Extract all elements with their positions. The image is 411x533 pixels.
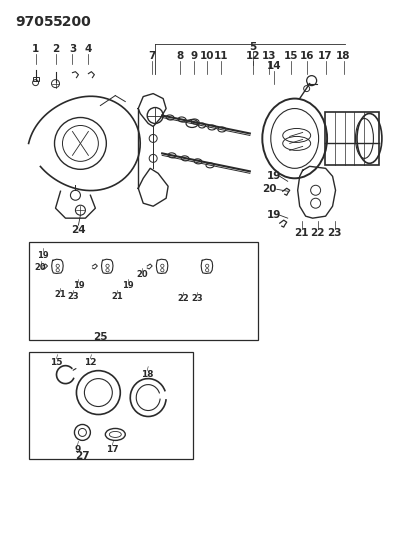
Text: 21: 21 bbox=[111, 293, 123, 301]
Text: 11: 11 bbox=[214, 51, 228, 61]
Text: 10: 10 bbox=[200, 51, 214, 61]
Text: 25: 25 bbox=[93, 332, 108, 342]
Bar bbox=[325, 111, 379, 165]
Bar bbox=[29, 242, 258, 340]
Text: 22: 22 bbox=[310, 228, 325, 238]
Text: 23: 23 bbox=[191, 294, 203, 303]
Text: 18: 18 bbox=[141, 370, 153, 379]
Text: 22: 22 bbox=[177, 294, 189, 303]
Polygon shape bbox=[52, 259, 63, 273]
Text: 20: 20 bbox=[35, 263, 46, 272]
Text: 1: 1 bbox=[32, 44, 39, 54]
Text: 27: 27 bbox=[75, 451, 90, 462]
Text: 19: 19 bbox=[267, 171, 281, 181]
Text: 13: 13 bbox=[261, 51, 276, 61]
Text: 3: 3 bbox=[69, 44, 76, 54]
Text: 5200: 5200 bbox=[53, 15, 91, 29]
Text: 9: 9 bbox=[190, 51, 198, 61]
Text: 2: 2 bbox=[52, 44, 59, 54]
Text: 21: 21 bbox=[294, 228, 309, 238]
Polygon shape bbox=[201, 259, 212, 273]
Text: 4: 4 bbox=[85, 44, 92, 54]
Text: 14: 14 bbox=[266, 61, 281, 71]
Text: 23: 23 bbox=[68, 293, 79, 301]
Text: 8: 8 bbox=[176, 51, 184, 61]
Text: 15: 15 bbox=[50, 358, 63, 367]
Polygon shape bbox=[102, 259, 113, 273]
Text: 18: 18 bbox=[336, 51, 351, 61]
Text: 9: 9 bbox=[74, 445, 81, 454]
Text: 12: 12 bbox=[246, 51, 260, 61]
Polygon shape bbox=[156, 259, 168, 273]
Text: 19: 19 bbox=[73, 281, 84, 290]
Text: 19: 19 bbox=[37, 251, 48, 260]
Bar bbox=[32, 77, 39, 80]
Text: 23: 23 bbox=[327, 228, 342, 238]
Text: 21: 21 bbox=[55, 290, 66, 300]
Polygon shape bbox=[298, 166, 335, 218]
Text: 12: 12 bbox=[84, 358, 97, 367]
Text: 9705: 9705 bbox=[16, 15, 54, 29]
Text: 24: 24 bbox=[71, 225, 86, 235]
Text: 5: 5 bbox=[249, 42, 256, 52]
Text: 15: 15 bbox=[284, 51, 298, 61]
Text: 16: 16 bbox=[299, 51, 314, 61]
Text: 20: 20 bbox=[263, 184, 277, 194]
Text: 19: 19 bbox=[122, 281, 134, 290]
Text: 7: 7 bbox=[148, 51, 156, 61]
Bar bbox=[29, 352, 193, 459]
Text: 19: 19 bbox=[267, 210, 281, 220]
Text: 17: 17 bbox=[106, 445, 119, 454]
Text: 20: 20 bbox=[136, 270, 148, 279]
Text: 17: 17 bbox=[318, 51, 333, 61]
